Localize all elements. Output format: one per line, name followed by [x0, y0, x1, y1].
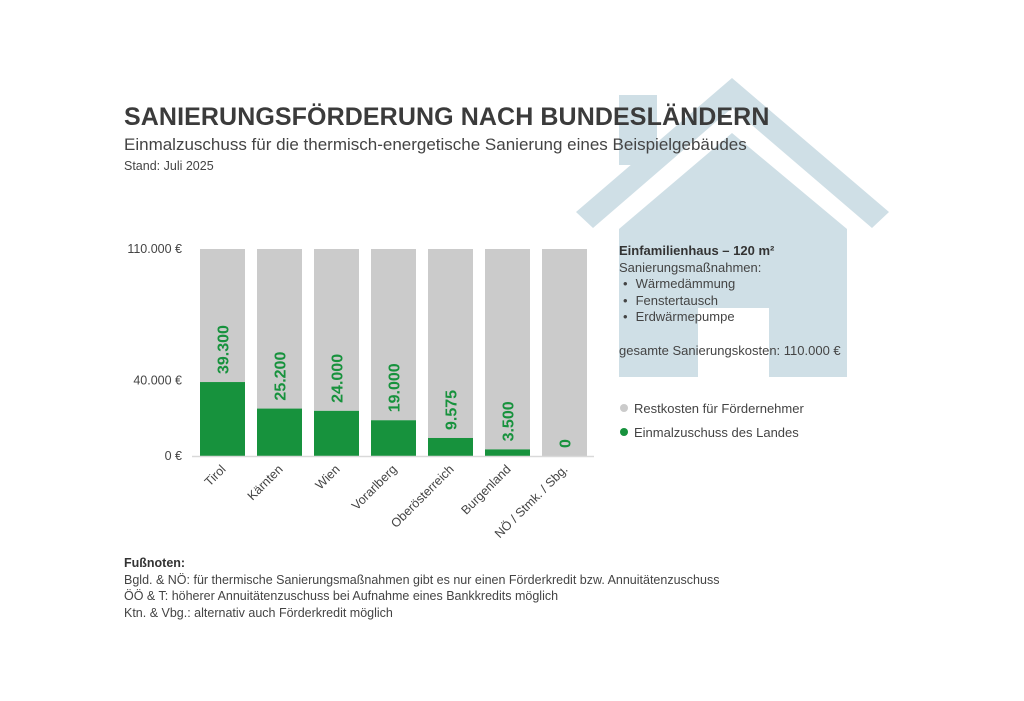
- bar-remaining: [485, 249, 530, 450]
- page-subtitle: Einmalzuschuss für die thermisch-energet…: [124, 135, 747, 154]
- bar-remaining: [314, 249, 359, 411]
- info-heading: Einfamilienhaus – 120 m²: [619, 243, 775, 258]
- legend-item-remaining: Restkosten für Fördernehmer: [620, 396, 804, 420]
- x-axis: Tirol Kärnten Wien VorarlbergOberösterreich…: [202, 462, 571, 541]
- footnotes: Fußnoten: Bgld. & NÖ: für thermische San…: [124, 555, 719, 621]
- data-label: 25.200: [273, 352, 290, 401]
- y-tick-label: 0 €: [165, 449, 182, 463]
- bar-subsidy: [200, 382, 245, 456]
- measure-item: Erdwärmepumpe: [623, 309, 841, 326]
- footnote-line: Bgld. & NÖ: für thermische Sanierungsmaß…: [124, 572, 720, 587]
- x-tick-label: Burgenland: [459, 462, 514, 517]
- bar-subsidy: [371, 420, 416, 456]
- bar-subsidy: [257, 408, 302, 456]
- legend-item-subsidy: Einmalzuschuss des Landes: [620, 420, 804, 444]
- measures-list: Wärmedämmung Fenstertausch Erdwärmepumpe: [619, 276, 841, 326]
- data-label: 0: [558, 439, 575, 448]
- y-axis: 0 € 40.000 € 110.000 €: [127, 242, 182, 463]
- info-box: Einfamilienhaus – 120 m² Sanierungsmaßna…: [619, 243, 841, 360]
- legend-dot-icon: [620, 428, 628, 436]
- footnotes-title: Fußnoten:: [124, 556, 186, 570]
- bar-remaining: [371, 249, 416, 421]
- measure-item: Fenstertausch: [623, 293, 841, 310]
- data-label: 3.500: [501, 401, 518, 441]
- footnote-line: Ktn. & Vbg.: alternativ auch Förderkredi…: [124, 605, 393, 620]
- y-tick-label: 110.000 €: [127, 242, 182, 256]
- bar-remaining: [542, 249, 587, 456]
- data-label: 39.300: [216, 325, 233, 374]
- page-title: SANIERUNGSFÖRDERUNG NACH BUNDESLÄNDERN: [124, 103, 770, 131]
- legend: Restkosten für Fördernehmer Einmalzuschu…: [620, 396, 804, 444]
- bar-remaining: [200, 249, 245, 383]
- bar-subsidy: [314, 410, 359, 456]
- house-roof: [576, 78, 889, 228]
- date-stamp: Stand: Juli 2025: [124, 159, 214, 173]
- measure-item: Wärmedämmung: [623, 276, 841, 293]
- footnote-line: ÖÖ & T: höherer Annuitätenzuschuss bei A…: [124, 589, 559, 603]
- bars: 39.300 25.200 24.000 19.000 9.575 3.500 0: [200, 249, 587, 456]
- total-cost: gesamte Sanierungskosten: 110.000 €: [619, 342, 841, 358]
- legend-label: Restkosten für Fördernehmer: [634, 400, 804, 416]
- x-tick-label: Tirol: [202, 462, 229, 489]
- x-tick-label: Vorarlberg: [349, 462, 400, 513]
- legend-dot-icon: [620, 404, 628, 412]
- x-tick-label: Kärnten: [245, 462, 286, 503]
- bar-remaining: [428, 249, 473, 438]
- measures-label: Sanierungsmaßnahmen:: [619, 259, 762, 275]
- legend-label: Einmalzuschuss des Landes: [634, 424, 799, 440]
- bar-remaining: [257, 249, 302, 409]
- data-label: 24.000: [330, 354, 347, 403]
- bar-subsidy: [428, 437, 473, 456]
- y-tick-label: 40.000 €: [133, 374, 182, 388]
- x-tick-label: Wien: [313, 462, 343, 492]
- data-label: 9.575: [444, 390, 461, 430]
- data-label: 19.000: [387, 363, 404, 412]
- bar-subsidy: [485, 449, 530, 456]
